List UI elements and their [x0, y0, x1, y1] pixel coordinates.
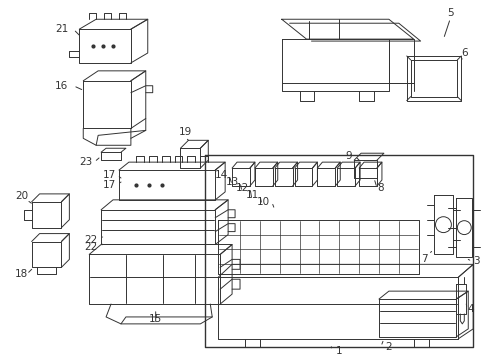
- Text: 7: 7: [421, 255, 427, 264]
- Text: 6: 6: [460, 48, 467, 58]
- Text: 17: 17: [102, 180, 116, 190]
- Text: 12: 12: [235, 183, 248, 193]
- Text: 4: 4: [467, 304, 473, 314]
- Text: 17: 17: [102, 170, 116, 180]
- Text: 9: 9: [345, 151, 352, 161]
- Text: 14: 14: [214, 170, 227, 180]
- Text: 16: 16: [55, 81, 68, 91]
- Text: 15: 15: [149, 314, 162, 324]
- Text: 5: 5: [446, 8, 453, 18]
- Text: 3: 3: [472, 256, 479, 266]
- Text: 23: 23: [80, 157, 93, 167]
- Text: 2: 2: [385, 342, 391, 352]
- Text: 1: 1: [335, 346, 342, 356]
- Text: 10: 10: [257, 197, 270, 207]
- Text: 22: 22: [84, 234, 98, 244]
- Text: 8: 8: [377, 183, 384, 193]
- Text: 21: 21: [55, 24, 68, 34]
- Text: 11: 11: [245, 190, 258, 200]
- Text: 22: 22: [84, 243, 98, 252]
- Text: 19: 19: [179, 127, 192, 138]
- Text: 13: 13: [225, 177, 238, 187]
- Text: 18: 18: [15, 269, 28, 279]
- Text: 20: 20: [15, 191, 28, 201]
